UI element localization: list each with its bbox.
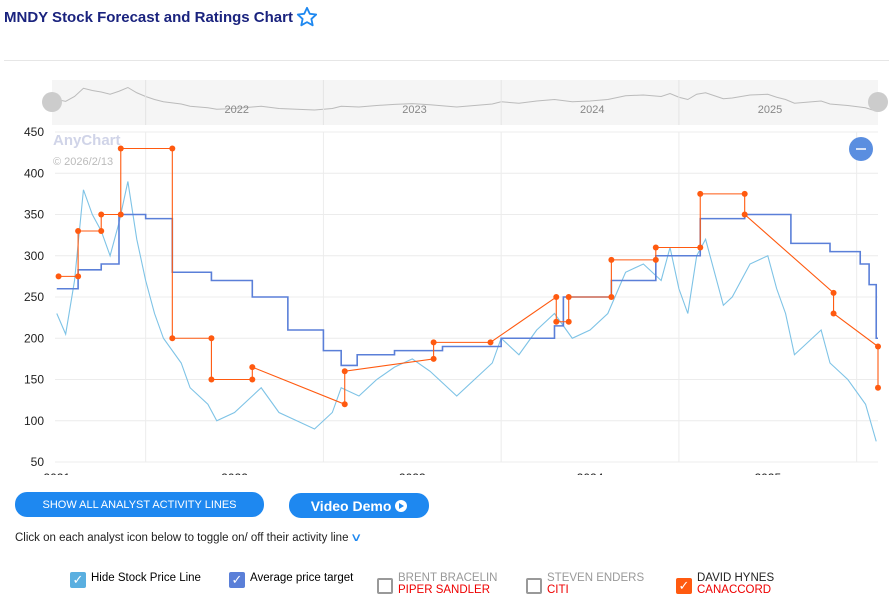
video-demo-button[interactable]: Video Demo	[289, 493, 429, 518]
y-tick-label: 250	[24, 290, 44, 304]
analyst-name: BRENT BRACELIN	[398, 572, 498, 584]
legend-analyst-enders[interactable]: STEVEN ENDERS CITI	[526, 572, 644, 596]
target-point	[169, 335, 176, 342]
x-tick-label: 2022	[221, 471, 248, 475]
navigator-background	[52, 80, 878, 125]
target-point	[75, 273, 82, 280]
checkbox-checked-icon[interactable]: ✓	[70, 572, 86, 588]
analyst-name: DAVID HYNES	[697, 572, 775, 584]
target-point	[652, 256, 659, 263]
navigator-label: 2025	[758, 104, 782, 116]
page-title: MNDY Stock Forecast and Ratings Chart	[4, 6, 318, 28]
x-tick-label: 2025	[754, 471, 781, 475]
target-point	[98, 211, 105, 218]
y-tick-label: 100	[24, 414, 44, 428]
target-point	[208, 335, 215, 342]
target-point	[117, 211, 124, 218]
legend-hide-stock-price[interactable]: ✓ Hide Stock Price Line	[70, 572, 201, 588]
target-point	[875, 384, 881, 391]
target-point	[55, 273, 62, 280]
analyst-firm: CITI	[547, 584, 569, 596]
y-tick-label: 200	[24, 331, 44, 345]
target-point	[341, 368, 348, 375]
target-point	[430, 355, 437, 362]
y-tick-label: 400	[24, 166, 44, 180]
checkbox-checked-icon[interactable]: ✓	[676, 578, 692, 594]
copyright: © 2026/2/13	[53, 156, 113, 168]
target-point	[741, 190, 748, 197]
star-icon[interactable]	[296, 6, 318, 28]
analyst-firm: PIPER SANDLER	[398, 584, 491, 596]
video-demo-label: Video Demo	[310, 497, 392, 514]
target-point	[830, 310, 837, 317]
checkbox-empty-icon[interactable]	[526, 578, 542, 594]
watermark: AnyChart	[53, 132, 121, 149]
target-point	[117, 145, 124, 152]
target-point	[75, 228, 82, 234]
analyst-firm: CANACCORD	[697, 584, 772, 596]
target-point	[341, 401, 348, 408]
x-tick-label: 2024	[577, 471, 604, 475]
series-line-1	[56, 213, 878, 367]
target-point	[608, 294, 615, 300]
x-tick-label: 2021	[43, 471, 70, 475]
navigator-label: 2024	[580, 104, 604, 116]
target-point	[553, 294, 560, 300]
series-line-0	[56, 181, 877, 442]
forecast-chart: 2022 2023 2024 2025 50 100 150 200 250 300 350 400 4…	[24, 80, 888, 475]
navigator-label: 2022	[225, 104, 249, 116]
target-point	[98, 228, 105, 234]
target-point	[741, 211, 748, 218]
show-all-analyst-lines-button[interactable]: SHOW ALL ANALYST ACTIVITY LINES	[15, 492, 264, 517]
target-point	[249, 364, 256, 371]
chevron-down-icon[interactable]: ∨	[349, 532, 363, 544]
hint-text: Click on each analyst icon below to togg…	[15, 532, 349, 544]
y-tick-label: 50	[31, 455, 45, 469]
target-point	[565, 318, 572, 325]
target-point	[487, 339, 494, 346]
toggle-hint: Click on each analyst icon below to togg…	[15, 530, 363, 544]
divider	[4, 60, 889, 61]
navigator-line	[56, 86, 877, 112]
target-point	[249, 376, 256, 383]
target-point	[608, 256, 615, 263]
series-line-2	[58, 147, 879, 406]
navigator-handle[interactable]	[42, 92, 62, 112]
x-tick-label: 2023	[399, 471, 426, 475]
legend-average-target[interactable]: ✓ Average price target	[229, 572, 353, 588]
legend-analyst-bracelin[interactable]: BRENT BRACELIN PIPER SANDLER	[377, 572, 497, 596]
target-point	[697, 190, 704, 197]
legend-analyst-hynes[interactable]: ✓ DAVID HYNES CANACCORD	[676, 572, 774, 596]
navigator-handle[interactable]	[868, 92, 888, 112]
legend-label: Average price target	[250, 572, 354, 584]
y-tick-label: 150	[24, 373, 44, 387]
legend-label: Hide Stock Price Line	[91, 572, 201, 584]
target-point	[553, 318, 560, 325]
y-tick-label: 300	[24, 249, 44, 263]
target-point	[565, 294, 572, 300]
target-point	[830, 289, 837, 296]
target-point	[208, 376, 215, 383]
play-icon	[395, 499, 408, 512]
checkbox-checked-icon[interactable]: ✓	[229, 572, 245, 588]
checkbox-empty-icon[interactable]	[377, 578, 393, 594]
title-text: MNDY Stock Forecast and Ratings Chart	[4, 8, 293, 26]
target-point	[697, 244, 704, 251]
target-point	[652, 244, 659, 251]
target-point	[430, 339, 437, 346]
y-tick-label: 450	[24, 125, 44, 139]
navigator-label: 2023	[402, 104, 426, 116]
target-point	[875, 343, 881, 350]
target-point	[169, 145, 176, 152]
y-tick-label: 350	[24, 208, 44, 222]
analyst-name: STEVEN ENDERS	[547, 572, 645, 584]
